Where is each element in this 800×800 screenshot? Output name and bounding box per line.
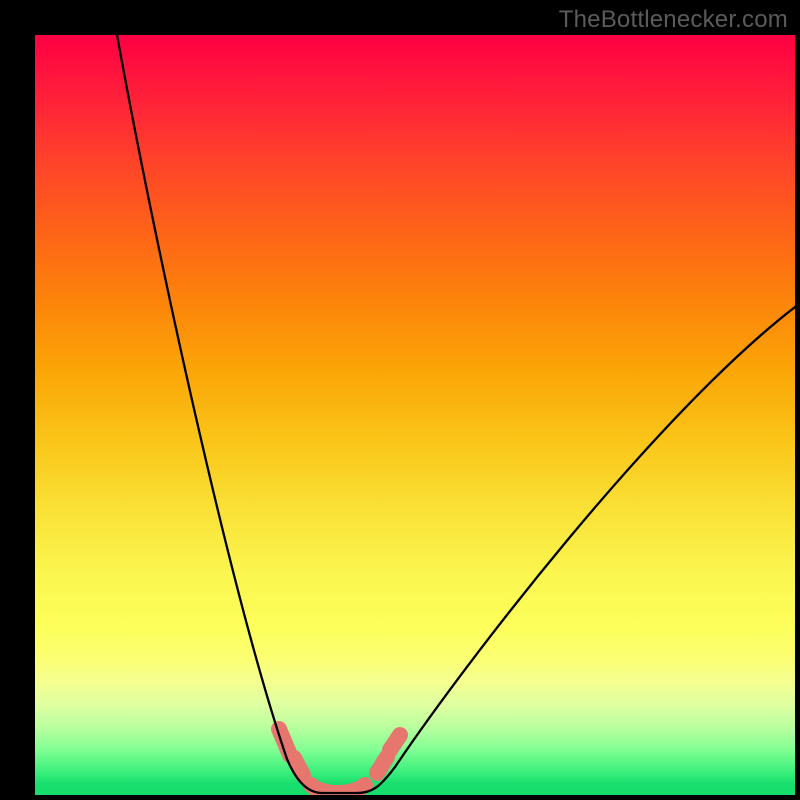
watermark-text: TheBottlenecker.com [559, 6, 788, 34]
gradient-background [35, 35, 795, 795]
plot-area [35, 35, 795, 795]
marker-segment [390, 735, 400, 750]
chart-frame: TheBottlenecker.com [0, 0, 800, 800]
chart-svg [35, 35, 795, 795]
marker-segment [377, 757, 387, 773]
marker-segment [294, 758, 303, 775]
